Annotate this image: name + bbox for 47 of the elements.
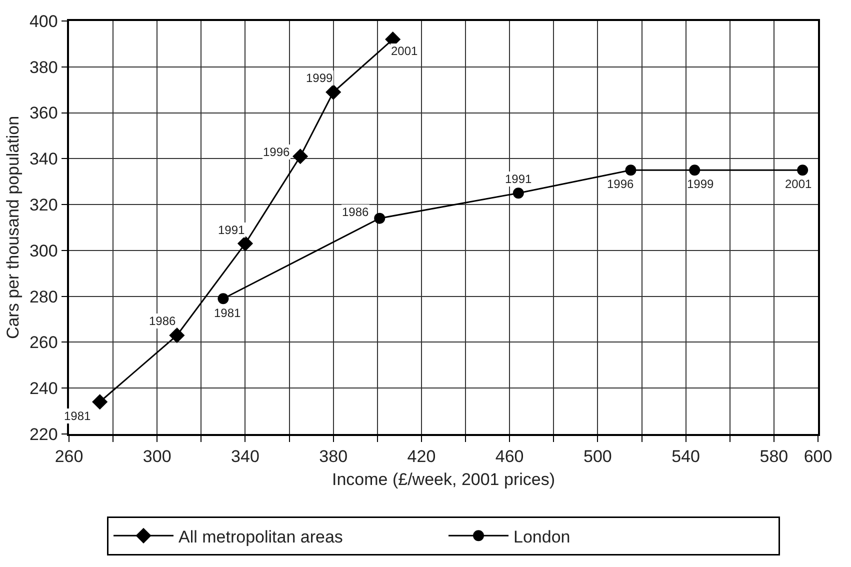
x-axis-title: Income (£/week, 2001 prices): [332, 470, 555, 490]
y-tick-label: 340: [29, 150, 58, 169]
annotation: 1991: [218, 223, 246, 237]
x-tick-label: 500: [584, 447, 612, 466]
point: [689, 164, 700, 176]
x-tick-label: 340: [231, 447, 260, 466]
x-tick-label: 420: [407, 447, 436, 466]
annotation: 1981: [214, 306, 242, 320]
annotation: 1981: [64, 409, 92, 423]
x-tick-label: 260: [54, 447, 84, 466]
point: [92, 394, 108, 410]
point: [374, 212, 386, 224]
x-tick-label: 540: [672, 447, 700, 466]
point: [625, 164, 636, 176]
y-tick-label: 220: [29, 424, 58, 444]
legend-label: All metropolitan areas: [178, 527, 343, 546]
point: [218, 293, 229, 304]
y-tick-label: 280: [29, 287, 58, 306]
point: [326, 84, 342, 100]
y-tick-label: 320: [29, 196, 58, 215]
x-tick-label: 600: [804, 447, 832, 466]
point: [512, 188, 524, 199]
annotation: 1999: [687, 177, 714, 191]
point: [169, 328, 185, 344]
x-tick-label: 460: [495, 447, 524, 466]
annotation: 2001: [785, 177, 812, 191]
y-tick-label: 380: [29, 58, 58, 77]
legend-label: London: [514, 527, 570, 546]
x-tick-label: 380: [319, 447, 348, 466]
y-tick-label: 400: [29, 12, 58, 31]
y-tick-label: 260: [29, 333, 58, 352]
annotation: 2001: [391, 44, 418, 58]
annotation: 1999: [306, 71, 334, 85]
annotation: 1991: [505, 172, 532, 186]
x-tick-label: 300: [142, 447, 172, 466]
annotation: 1986: [149, 314, 176, 328]
x-tick-label: 580: [760, 447, 788, 466]
annotation: 1996: [263, 145, 290, 159]
y-tick-label: 360: [29, 104, 58, 123]
y-tick-label: 240: [29, 379, 58, 398]
y-tick-label: 300: [29, 241, 58, 260]
annotation: 1986: [342, 205, 370, 219]
annotation: 1996: [607, 177, 634, 191]
point: [292, 148, 308, 164]
point: [237, 236, 254, 252]
y-axis-title: Cars per thousand population: [4, 116, 23, 340]
point: [797, 164, 808, 176]
